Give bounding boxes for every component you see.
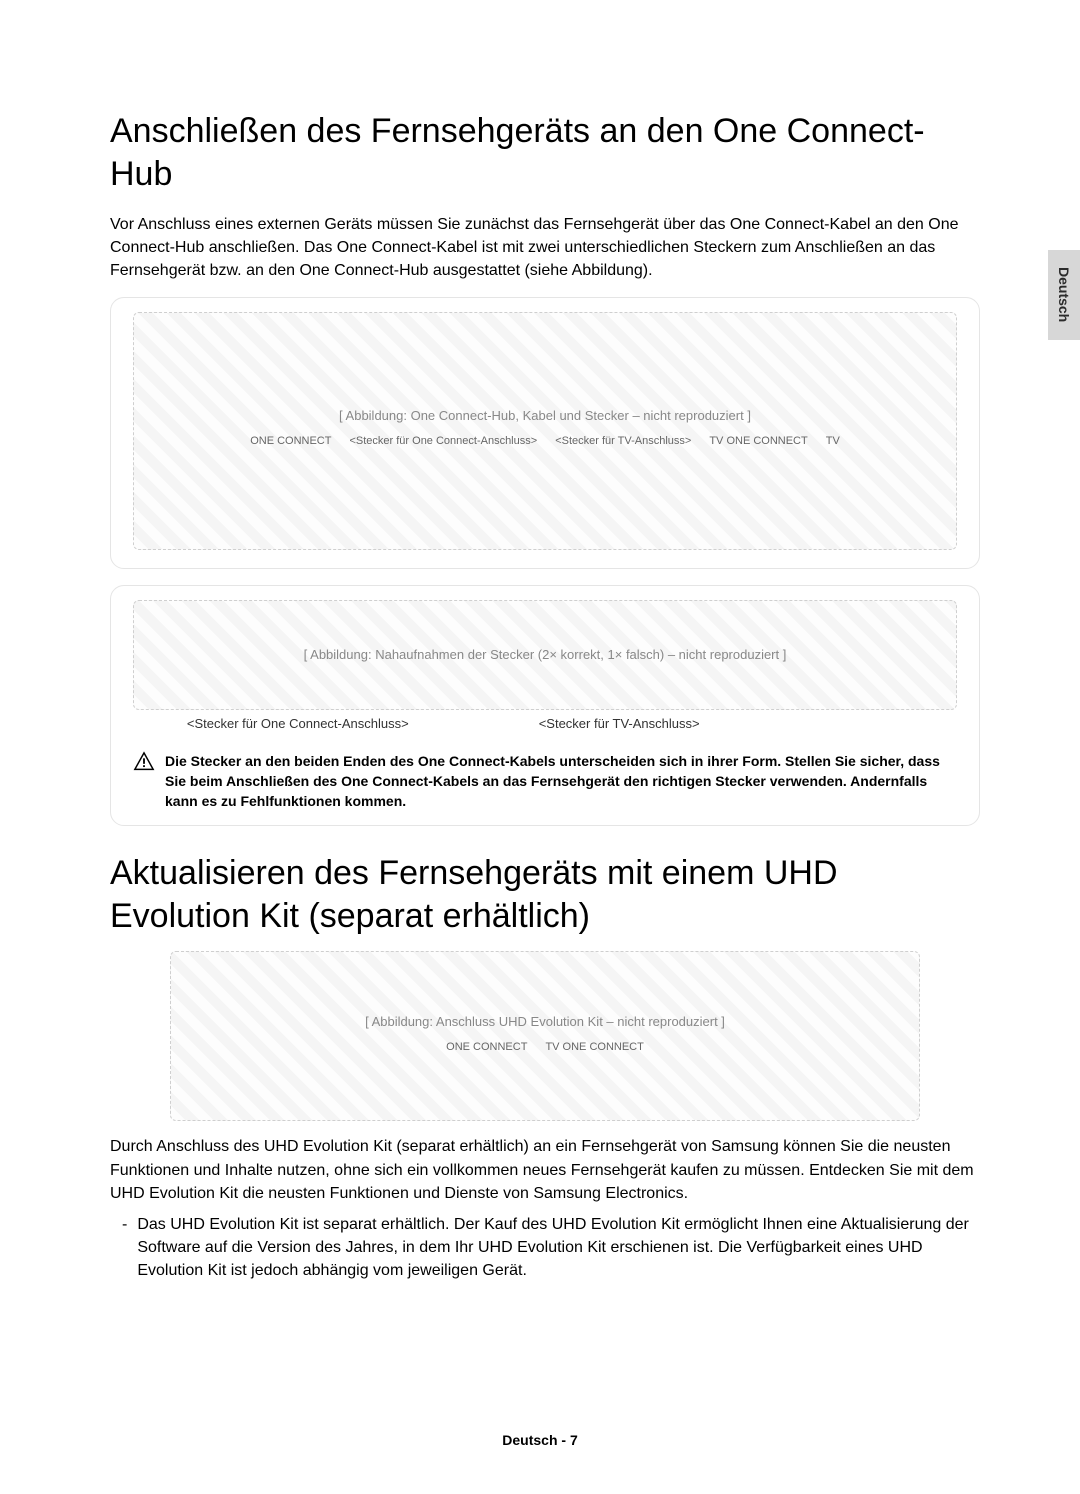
section-heading-2: Aktualisieren des Fernsehgeräts mit eine… bbox=[110, 852, 980, 937]
page-footer: Deutsch - 7 bbox=[0, 1432, 1080, 1448]
evolution-kit-paragraph: Durch Anschluss des UHD Evolution Kit (s… bbox=[110, 1135, 980, 1205]
label-plug-oc: <Stecker für One Connect-Anschluss> bbox=[349, 435, 537, 447]
evolution-kit-bullet: - Das UHD Evolution Kit ist separat erhä… bbox=[122, 1213, 980, 1283]
label-plug-tv: <Stecker für TV-Anschluss> bbox=[555, 435, 691, 447]
diagram-3-container: [ Abbildung: Anschluss UHD Evolution Kit… bbox=[110, 951, 980, 1121]
diagram-1-visible-labels: ONE CONNECT <Stecker für One Connect-Ans… bbox=[244, 429, 846, 453]
label-one-connect-3: ONE CONNECT bbox=[446, 1041, 527, 1053]
language-tab-text: Deutsch bbox=[1056, 267, 1072, 322]
diagram-3-placeholder: [ Abbildung: Anschluss UHD Evolution Kit… bbox=[170, 951, 920, 1121]
label-tv: TV bbox=[826, 435, 840, 447]
diagram-2-captions: <Stecker für One Connect-Anschluss> <Ste… bbox=[133, 716, 957, 731]
section-heading-1: Anschließen des Fernsehgeräts an den One… bbox=[110, 110, 980, 195]
diagram-1-placeholder: [ Abbildung: One Connect-Hub, Kabel und … bbox=[133, 312, 957, 550]
diagram-3-placeholder-text: [ Abbildung: Anschluss UHD Evolution Kit… bbox=[365, 1014, 725, 1029]
diagram-2-placeholder-text: [ Abbildung: Nahaufnahmen der Stecker (2… bbox=[304, 647, 787, 662]
diagram-3-visible-labels: ONE CONNECT TV ONE CONNECT bbox=[440, 1035, 650, 1059]
manual-page: Deutsch Anschließen des Fernsehgeräts an… bbox=[0, 0, 1080, 1494]
caption-plug-tv: <Stecker für TV-Anschluss> bbox=[463, 716, 776, 731]
warning-text: Die Stecker an den beiden Enden des One … bbox=[165, 751, 957, 812]
diagram-2-placeholder: [ Abbildung: Nahaufnahmen der Stecker (2… bbox=[133, 600, 957, 710]
label-tv-one-connect-3: TV ONE CONNECT bbox=[545, 1041, 643, 1053]
caption-plug-oc: <Stecker für One Connect-Anschluss> bbox=[133, 716, 463, 731]
label-one-connect: ONE CONNECT bbox=[250, 435, 331, 447]
diagram-1-container: [ Abbildung: One Connect-Hub, Kabel und … bbox=[110, 297, 980, 569]
bullet-dash: - bbox=[122, 1213, 127, 1283]
warning-icon bbox=[133, 751, 155, 773]
evolution-kit-bullet-text: Das UHD Evolution Kit ist separat erhält… bbox=[137, 1213, 980, 1283]
label-tv-one-connect: TV ONE CONNECT bbox=[709, 435, 807, 447]
diagram-1-placeholder-text: [ Abbildung: One Connect-Hub, Kabel und … bbox=[339, 408, 751, 423]
language-tab: Deutsch bbox=[1048, 250, 1080, 340]
warning-block: Die Stecker an den beiden Enden des One … bbox=[133, 745, 957, 812]
diagram-2-container: [ Abbildung: Nahaufnahmen der Stecker (2… bbox=[110, 585, 980, 827]
intro-paragraph: Vor Anschluss eines externen Geräts müss… bbox=[110, 213, 980, 283]
